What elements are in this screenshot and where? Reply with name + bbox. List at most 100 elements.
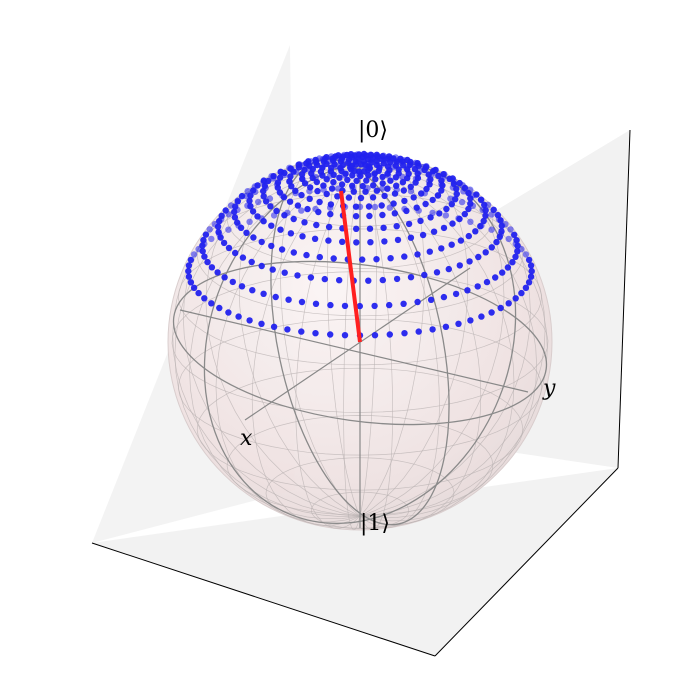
state-point xyxy=(334,193,341,200)
state-point xyxy=(225,309,232,316)
state-point xyxy=(504,264,512,271)
state-point xyxy=(435,172,442,179)
state-point xyxy=(414,251,421,258)
state-point xyxy=(234,197,241,204)
state-point xyxy=(392,154,399,161)
state-point xyxy=(469,202,477,209)
state-point xyxy=(467,317,474,324)
state-point xyxy=(387,177,394,184)
state-point xyxy=(386,301,393,309)
state-point xyxy=(340,151,348,159)
state-point xyxy=(292,189,299,197)
state-point xyxy=(312,205,319,213)
state-point xyxy=(419,231,427,239)
state-point xyxy=(380,224,387,231)
state-point xyxy=(371,203,379,211)
state-point xyxy=(507,226,514,233)
state-point xyxy=(379,211,386,219)
state-point xyxy=(449,184,457,191)
state-point xyxy=(286,178,293,185)
state-point xyxy=(379,180,386,187)
state-point xyxy=(445,265,452,273)
state-point xyxy=(376,162,383,170)
right-pane-edge xyxy=(617,129,631,469)
state-point xyxy=(299,233,306,240)
state-point xyxy=(287,230,295,237)
state-point xyxy=(356,203,364,210)
state-point xyxy=(327,210,334,218)
state-point xyxy=(311,235,319,242)
state-point xyxy=(201,240,208,248)
state-point xyxy=(187,279,195,286)
state-point xyxy=(258,262,265,270)
state-point xyxy=(387,155,395,162)
state-point xyxy=(525,279,533,286)
state-point xyxy=(272,293,279,301)
state-point xyxy=(359,182,366,190)
label-ket-1: |1⟩ xyxy=(360,511,390,536)
state-point xyxy=(255,198,262,206)
state-point xyxy=(341,332,349,339)
state-point xyxy=(353,156,360,163)
state-point xyxy=(401,253,408,260)
state-point xyxy=(415,207,422,214)
state-point xyxy=(316,253,323,261)
state-point xyxy=(356,302,363,310)
y-axis-line xyxy=(179,309,529,393)
state-point xyxy=(394,236,402,244)
state-point xyxy=(185,273,193,280)
state-point xyxy=(426,248,433,255)
state-point xyxy=(425,178,433,185)
state-point xyxy=(260,193,267,200)
state-points xyxy=(185,150,535,339)
state-point xyxy=(438,180,445,188)
state-point xyxy=(436,210,443,217)
state-point xyxy=(347,162,354,169)
state-point xyxy=(467,218,474,225)
state-point xyxy=(298,298,306,306)
state-point xyxy=(465,205,472,213)
state-point xyxy=(266,195,274,202)
state-point xyxy=(455,320,462,327)
state-point xyxy=(512,240,519,248)
state-point xyxy=(457,237,465,244)
state-point xyxy=(360,153,367,160)
state-point xyxy=(427,296,435,303)
state-point xyxy=(258,320,265,327)
state-point xyxy=(430,228,438,235)
state-point xyxy=(334,185,342,192)
state-point xyxy=(365,172,372,179)
state-point xyxy=(298,328,305,335)
state-point xyxy=(401,330,408,337)
x-axis-line xyxy=(244,267,471,421)
state-point xyxy=(450,177,457,185)
state-point xyxy=(277,226,284,233)
state-point xyxy=(438,187,445,194)
state-point xyxy=(216,304,223,312)
state-point xyxy=(482,212,489,219)
state-point xyxy=(401,205,408,213)
state-point xyxy=(303,251,310,259)
state-point xyxy=(472,228,479,235)
state-point xyxy=(312,330,319,337)
state-point xyxy=(404,174,411,182)
state-point xyxy=(286,198,294,205)
state-point xyxy=(401,197,408,205)
state-point xyxy=(421,190,428,197)
state-point xyxy=(509,259,516,266)
state-point xyxy=(221,274,228,281)
state-point xyxy=(307,274,315,281)
state-point xyxy=(393,223,400,230)
state-point xyxy=(364,184,371,192)
state-point xyxy=(447,195,454,202)
state-point xyxy=(493,238,500,246)
state-point xyxy=(400,157,407,164)
state-point xyxy=(290,215,297,223)
state-point xyxy=(249,208,257,215)
state-point xyxy=(316,198,323,206)
state-point xyxy=(234,206,241,214)
state-point xyxy=(452,290,460,298)
state-point xyxy=(512,295,519,302)
state-point xyxy=(349,172,356,179)
state-point xyxy=(434,192,442,199)
